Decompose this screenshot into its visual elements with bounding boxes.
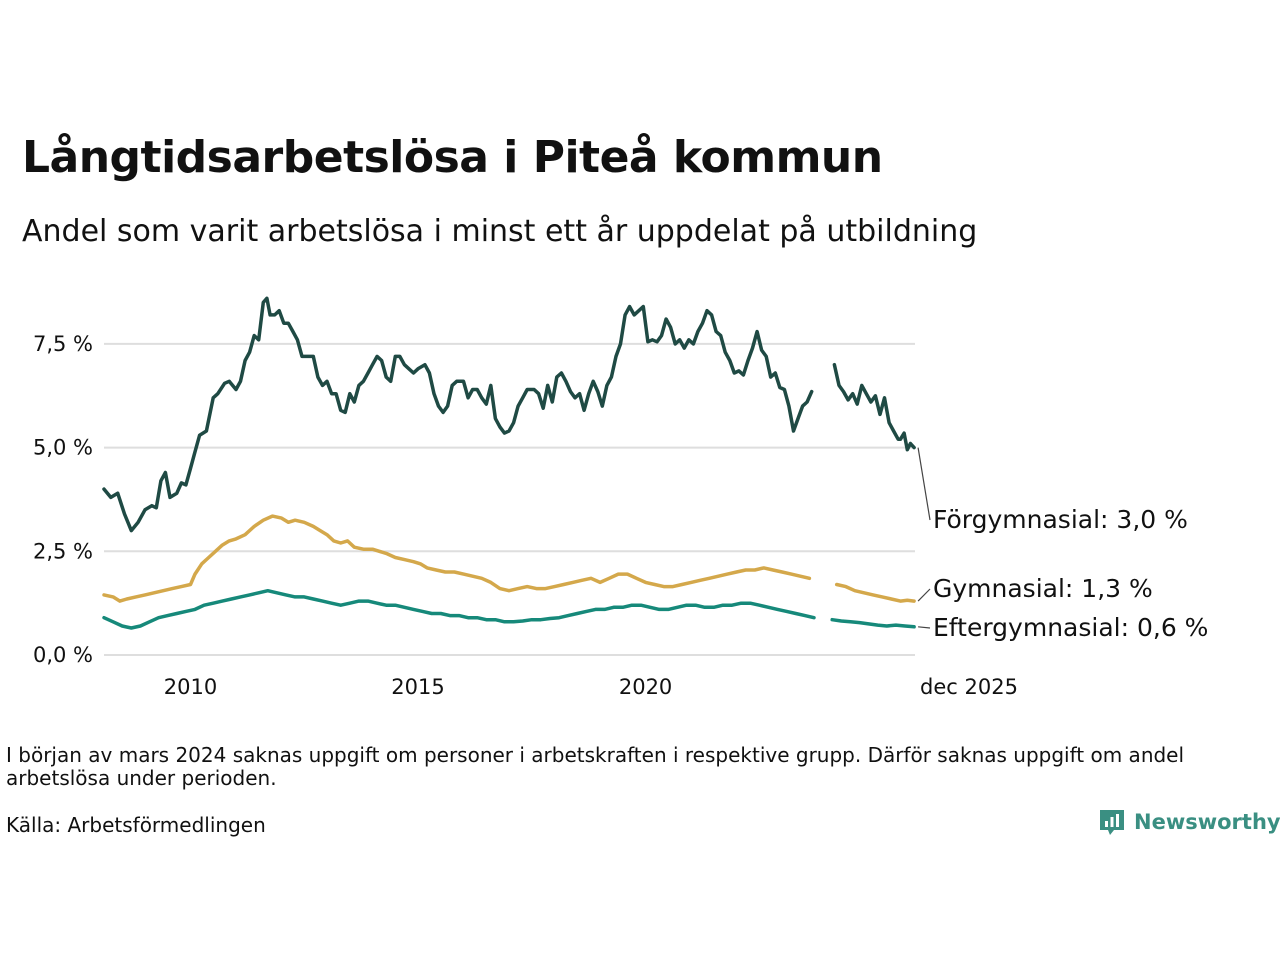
line-chart: 0,0 % 2,5 % 5,0 % 7,5 % 2010 2015 2020 dec 202… <box>33 296 1208 699</box>
y-tick-label: 0,0 % <box>33 643 93 667</box>
source-credit: Källa: Arbetsförmedlingen <box>6 813 266 837</box>
footnote: I början av mars 2024 saknas uppgift om … <box>6 743 1185 790</box>
series-end-labels: Förgymnasial: 3,0 % Gymnasial: 1,3 % Efter… <box>917 447 1208 642</box>
x-axis-ticks: 2010 2015 2020 dec 2025 <box>164 675 1018 699</box>
label-connector <box>918 626 931 629</box>
series-line-förgymnasial-1 <box>102 296 814 533</box>
series-line-gymnasial-1 <box>102 514 812 603</box>
series-line-förgymnasial-2 <box>832 362 916 452</box>
y-axis-ticks: 0,0 % 2,5 % 5,0 % 7,5 % <box>33 332 93 667</box>
brand-name: Newsworthy <box>1134 810 1280 834</box>
gridlines <box>104 342 915 656</box>
y-tick-label: 5,0 % <box>33 436 93 460</box>
series-lines <box>102 296 916 630</box>
x-tick-label: 2010 <box>164 675 217 699</box>
bar-chart-icon <box>1100 810 1124 835</box>
x-tick-label: 2020 <box>619 675 672 699</box>
y-tick-label: 2,5 % <box>33 539 93 563</box>
x-tick-label: dec 2025 <box>920 675 1018 699</box>
series-line-gymnasial-2 <box>834 582 916 603</box>
series-end-label: Gymnasial: 1,3 % <box>933 574 1153 603</box>
x-tick-label: 2015 <box>391 675 444 699</box>
chart-subtitle: Andel som varit arbetslösa i minst ett å… <box>22 214 978 249</box>
brand-logo: Newsworthy <box>1098 808 1280 836</box>
chart-title: Långtidsarbetslösa i Piteå kommun <box>22 132 883 183</box>
label-connector <box>917 447 931 521</box>
y-tick-label: 7,5 % <box>33 332 93 356</box>
series-line-eftergymnasial-2 <box>830 617 916 629</box>
series-end-label: Eftergymnasial: 0,6 % <box>933 613 1208 642</box>
series-line-eftergymnasial-1 <box>102 588 816 630</box>
label-connector <box>917 588 931 602</box>
series-end-label: Förgymnasial: 3,0 % <box>933 505 1188 534</box>
